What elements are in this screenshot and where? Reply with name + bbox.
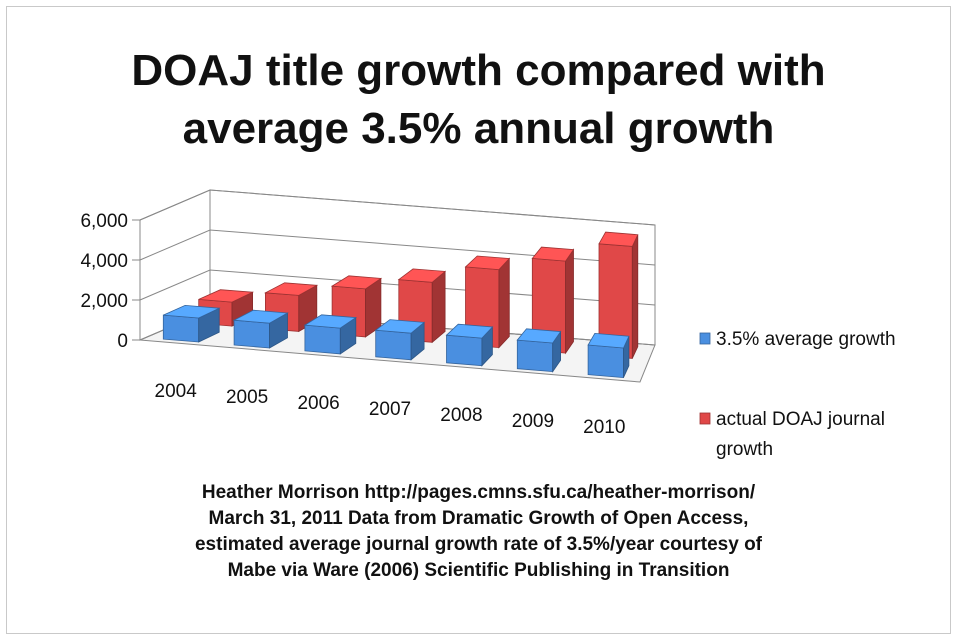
x-category-label: 2006 [297, 393, 339, 414]
bar-doaj-growth [531, 246, 575, 355]
bar-front-face [446, 334, 483, 367]
legend-swatch [699, 332, 711, 345]
y-tick-label: 6,000 [80, 211, 128, 232]
bar-side-face [431, 270, 446, 344]
chart-title-line-2: average 3.5% annual growth [182, 104, 775, 153]
bar-avg-growth [445, 323, 494, 367]
credit-line-2: March 31, 2011 Data from Dramatic Growth… [208, 508, 749, 529]
gridline [139, 189, 656, 226]
x-category-label: 2008 [440, 405, 482, 426]
bar-top-face [374, 319, 426, 334]
x-category-label: 2005 [226, 387, 268, 408]
y-axis-ticks: 0 2,000 4,000 6,000 [80, 189, 656, 352]
bar-top-face [587, 332, 630, 349]
bar-top-face [516, 328, 562, 344]
bar-front-face [516, 339, 554, 373]
legend-label: actual DOAJ journal growth [716, 409, 885, 460]
chart-legend: 3.5% average growth actual DOAJ journal gr… [699, 329, 896, 460]
credit-line-4: Mabe via Ware (2006) Scientific Publishi… [227, 560, 730, 581]
gridline [139, 229, 656, 266]
bar-front-face [304, 324, 341, 355]
bar-top-face [263, 282, 319, 296]
legend-swatch [699, 412, 711, 425]
bar-top-face [198, 289, 255, 303]
bar-avg-growth [587, 332, 630, 379]
x-axis-categories: 2004 2005 2006 2007 2008 2009 2010 [155, 381, 626, 438]
bar-side-face [498, 257, 510, 349]
bar-avg-growth [374, 319, 426, 361]
slide-frame [6, 6, 951, 634]
bar-front-face [375, 329, 412, 361]
chart-bars [162, 231, 639, 379]
bar-top-face [330, 275, 383, 290]
legend-label: 3.5% average growth [716, 329, 896, 350]
y-tick-label: 0 [117, 331, 128, 352]
bar-front-face [233, 319, 270, 349]
bar-top-face [303, 314, 357, 329]
bar-top-face [598, 231, 639, 247]
bar-top-face [232, 309, 289, 324]
y-tick-label: 4,000 [80, 251, 128, 272]
bar-avg-growth [162, 304, 221, 343]
chart-title-line-1: DOAJ title growth compared with [131, 46, 826, 95]
bar-top-face [445, 323, 494, 339]
bar-avg-growth [303, 314, 357, 355]
x-category-label: 2009 [512, 411, 554, 432]
bar-side-face [631, 234, 639, 359]
x-category-label: 2010 [583, 417, 625, 438]
bar-top-face [531, 246, 575, 262]
credit-line-3: estimated average journal growth rate of… [194, 534, 763, 555]
y-tick-label: 2,000 [80, 291, 128, 312]
bar-side-face [565, 248, 574, 355]
x-category-label: 2007 [369, 399, 411, 420]
bar-top-face [397, 268, 447, 283]
bar-front-face [162, 314, 200, 343]
bar-top-face [163, 304, 221, 319]
bar-top-face [464, 255, 511, 271]
x-category-label: 2004 [155, 381, 198, 402]
credit-line-1: Heather Morrison http://pages.cmns.sfu.c… [201, 482, 756, 503]
bar-avg-growth [232, 309, 289, 349]
bar-avg-growth [516, 328, 562, 373]
source-credit: Heather Morrison http://pages.cmns.sfu.c… [0, 480, 957, 586]
bar-front-face [587, 344, 624, 379]
